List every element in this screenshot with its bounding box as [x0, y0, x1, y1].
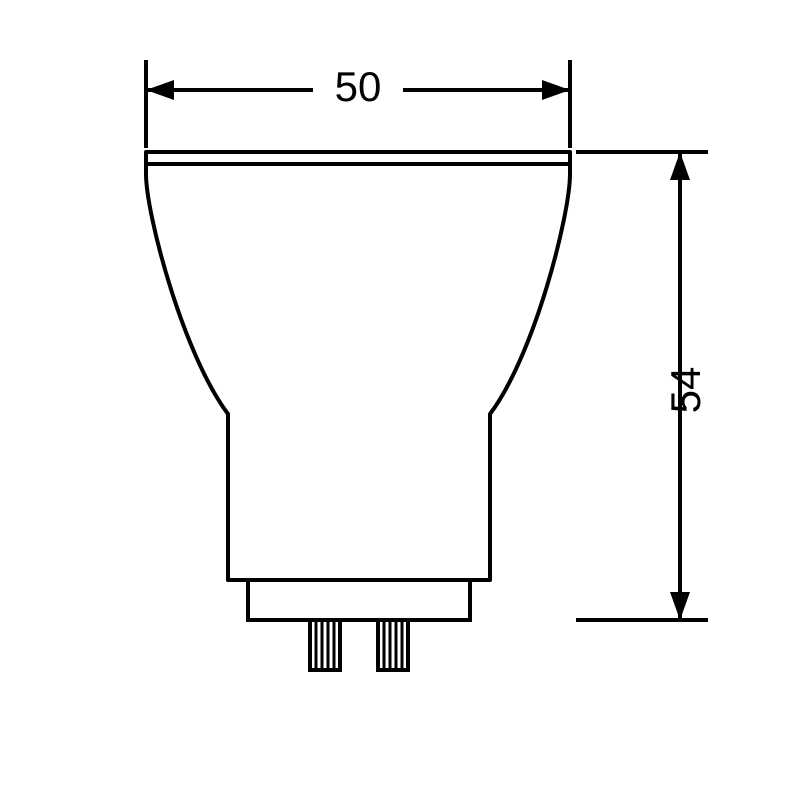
- height-dimension-label: 54: [662, 367, 709, 414]
- right-arrow-top: [670, 152, 690, 180]
- bulb-base-path: [248, 580, 470, 620]
- top-arrow-left: [146, 80, 174, 100]
- bulb-dimension-diagram: 50 54: [0, 0, 800, 800]
- bulb-pins: [310, 620, 408, 670]
- height-dimension: 54: [576, 152, 709, 620]
- bulb-outline: [146, 152, 570, 670]
- bulb-body-path: [146, 152, 570, 580]
- width-dimension-label: 50: [335, 63, 382, 110]
- right-arrow-bottom: [670, 592, 690, 620]
- top-arrow-right: [542, 80, 570, 100]
- width-dimension: 50: [146, 60, 570, 148]
